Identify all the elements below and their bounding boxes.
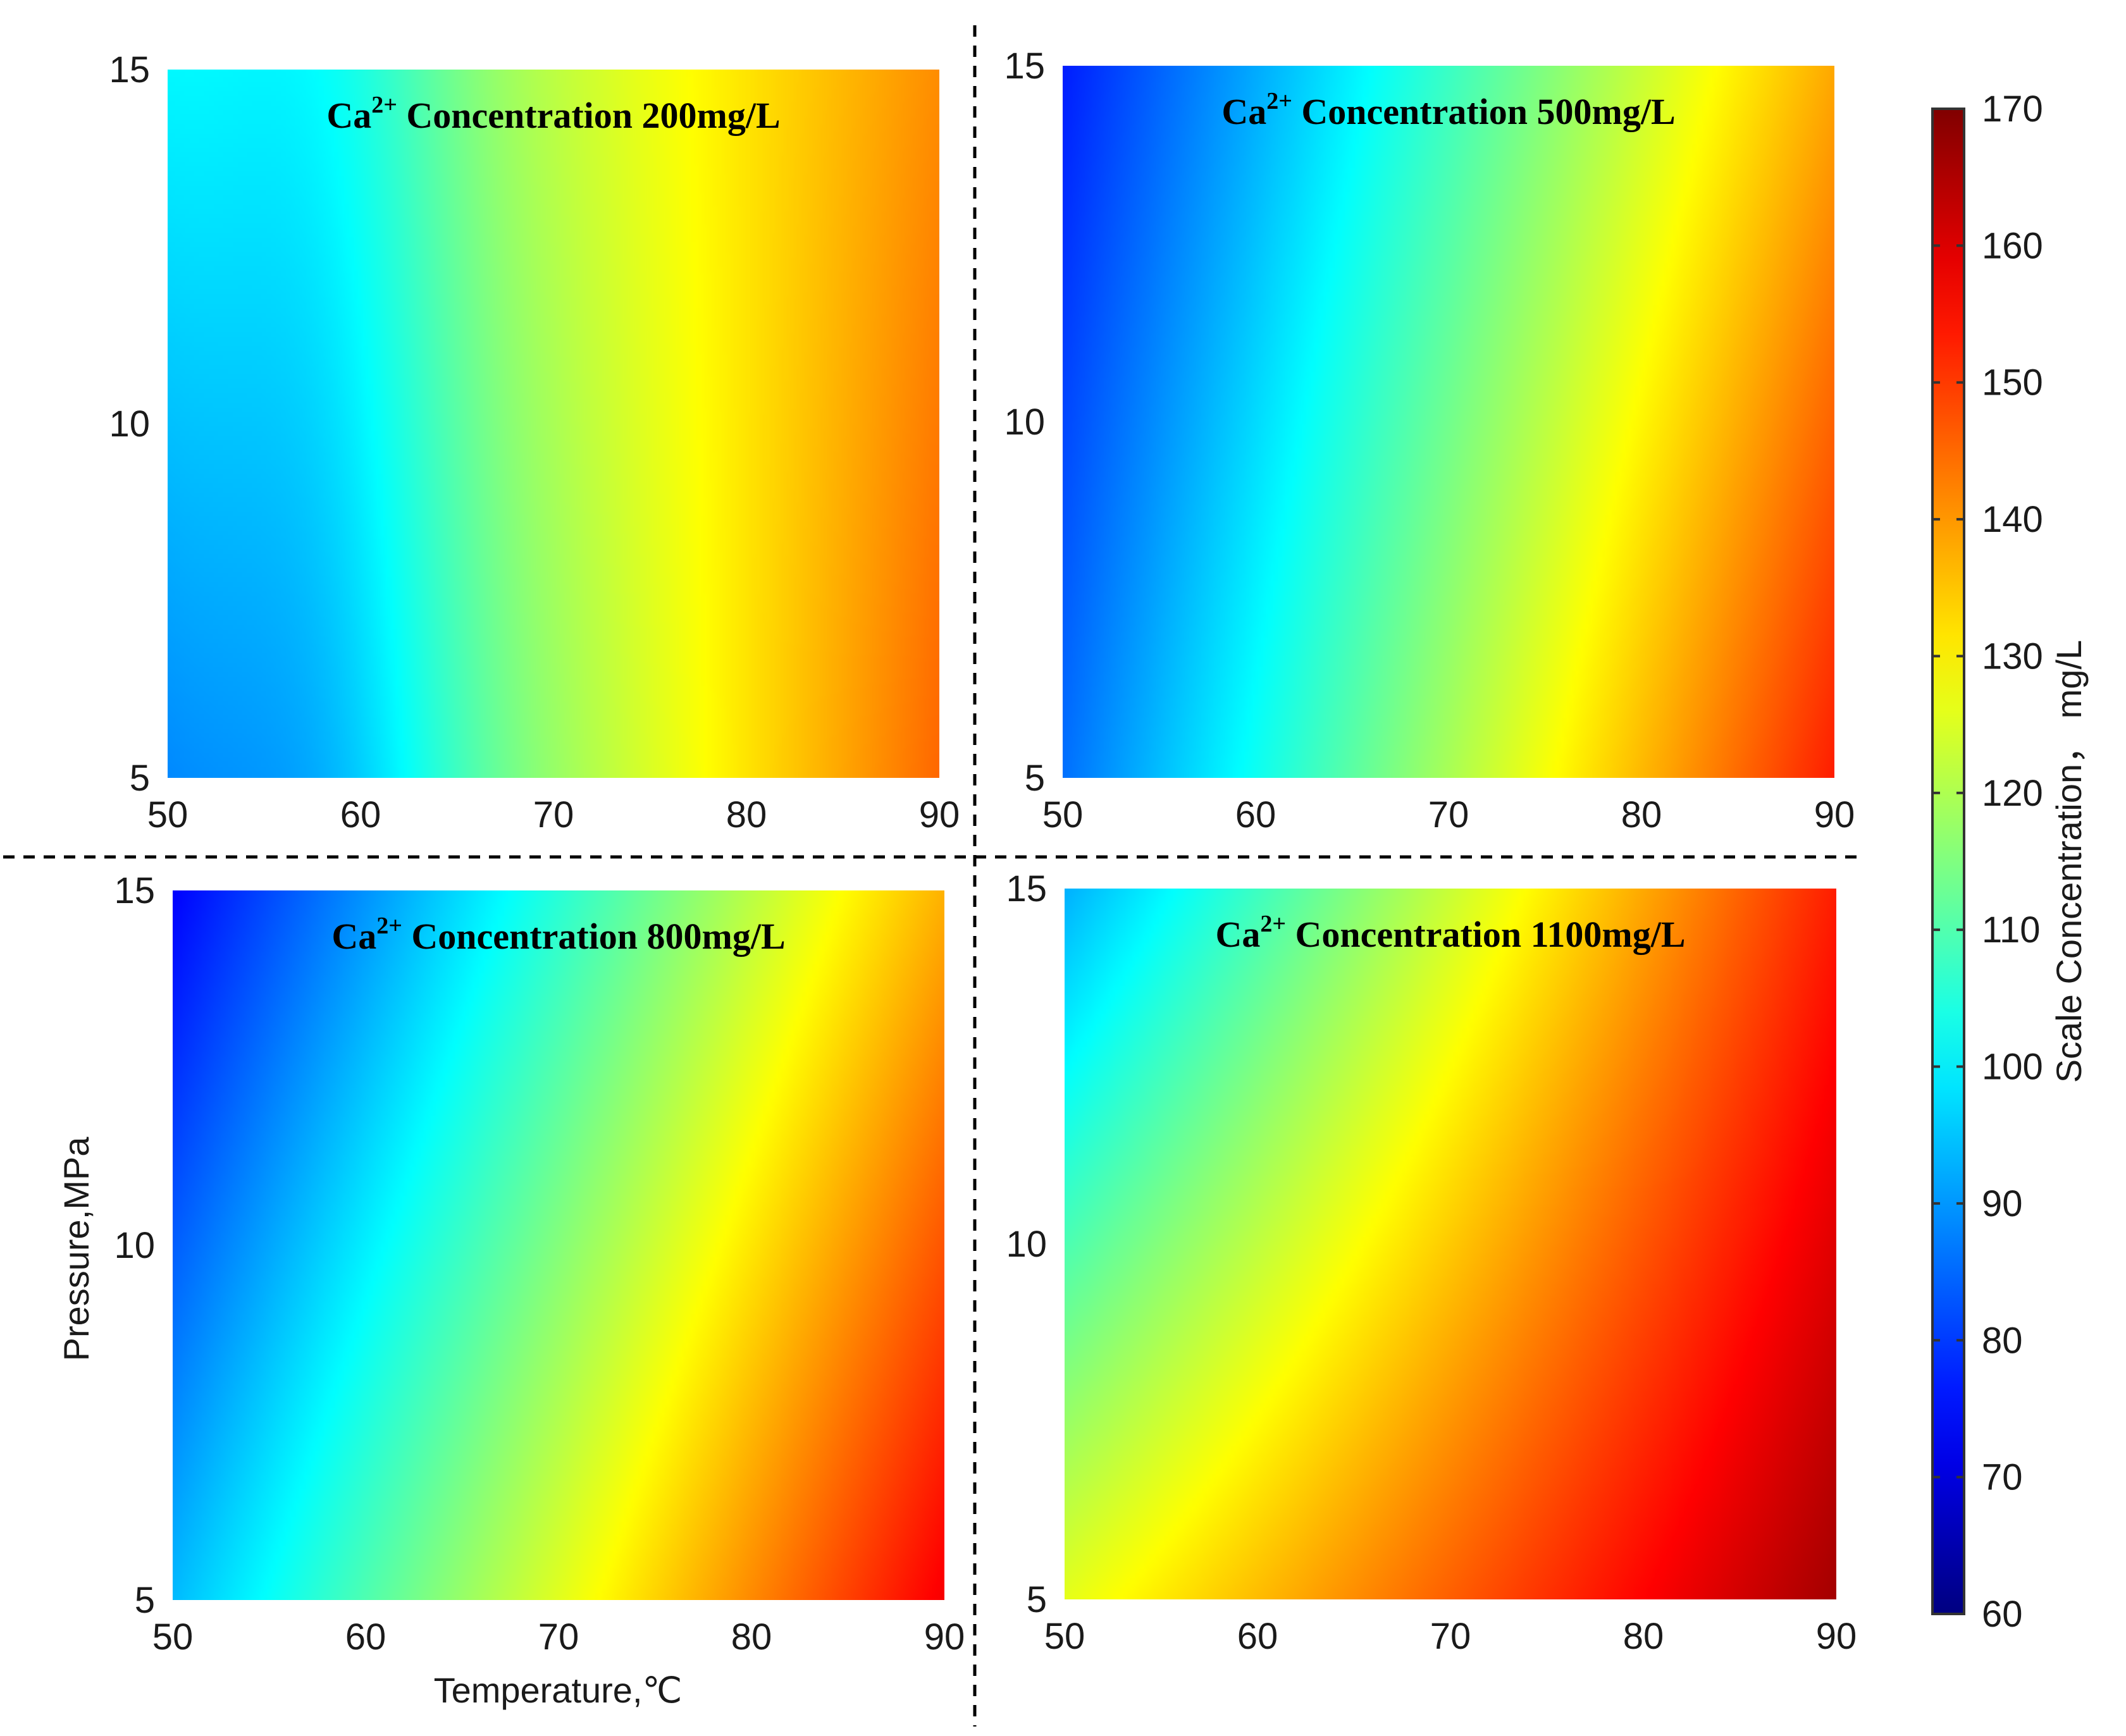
title-rest: Concentration 1100mg/L — [1286, 914, 1686, 955]
title-prefix: Ca — [1221, 91, 1266, 132]
x-tick-label: 90 — [919, 794, 960, 835]
title-prefix: Ca — [326, 95, 371, 136]
y-tick-label: 15 — [114, 870, 155, 911]
panel-200mgL: Ca2+ Concentration 200mg/L 50 60 70 80 90 5 10 1… — [109, 49, 960, 835]
y-axis-title: Pressure,MPa — [56, 1136, 96, 1362]
y-tick-label: 5 — [1027, 1579, 1047, 1620]
y-tick-label: 10 — [1006, 1224, 1047, 1265]
x-tick-label: 80 — [731, 1616, 772, 1658]
title-superscript: 2+ — [1260, 911, 1286, 937]
y-tick-label: 15 — [109, 49, 150, 90]
colorbar-tick-label: 130 — [1982, 636, 2043, 677]
x-tick-label: 60 — [1235, 794, 1276, 835]
y-tick-label: 10 — [114, 1225, 155, 1266]
y-tick-label: 5 — [1025, 758, 1045, 799]
colorbar-label: Scale Concentration， mg/L — [2049, 640, 2089, 1083]
x-tick-label: 90 — [1814, 794, 1855, 835]
x-tick-label: 60 — [345, 1616, 386, 1658]
y-tick-label: 15 — [1004, 46, 1045, 87]
x-tick-label: 70 — [1430, 1616, 1471, 1657]
colorbar-tick-label: 100 — [1982, 1047, 2043, 1088]
title-superscript: 2+ — [376, 913, 402, 939]
y-tick-label: 5 — [135, 1580, 155, 1621]
x-tick-label: 70 — [533, 794, 574, 835]
title-prefix: Ca — [331, 916, 376, 957]
colorbar: 60 70 80 90 100 110 120 130 140 150 160 170 Scale C… — [1931, 89, 2089, 1635]
panel-1100mgL: Ca2+ Concentration 1100mg/L 50 60 70 80 90 5 10… — [1006, 868, 1857, 1657]
panel-title: Ca2+ Concentration 1100mg/L — [1215, 911, 1685, 955]
panel-800mgL: Ca2+ Concentration 800mg/L 50 60 70 80 90 5 10 1… — [114, 870, 965, 1658]
colorbar-tick-label: 120 — [1982, 773, 2043, 814]
x-tick-label: 50 — [1042, 794, 1084, 835]
colorbar-gradient — [1932, 109, 1964, 1614]
x-tick-label: 80 — [726, 794, 767, 835]
x-tick-label: 50 — [147, 794, 188, 835]
colorbar-tick-label: 90 — [1982, 1183, 2023, 1224]
colorbar-tick-label: 140 — [1982, 499, 2043, 540]
heatmap-image — [1065, 889, 1836, 1599]
colorbar-frame — [1931, 108, 1965, 1615]
x-tick-label: 70 — [538, 1616, 579, 1658]
colorbar-tick-label: 60 — [1982, 1594, 2023, 1635]
panel-500mgL: Ca2+ Concentration 500mg/L 50 60 70 80 90 5 10 1… — [1004, 46, 1855, 835]
heatmap-image — [168, 70, 939, 778]
x-axis-title: Temperature,℃ — [434, 1670, 683, 1710]
heatmap-image — [173, 890, 944, 1600]
colorbar-tick-label: 160 — [1982, 225, 2043, 266]
y-tick-label: 5 — [130, 758, 150, 799]
panel-title: Ca2+ Concentration 500mg/L — [1221, 88, 1675, 132]
colorbar-tick-label: 110 — [1982, 909, 2040, 951]
title-prefix: Ca — [1215, 914, 1260, 955]
x-tick-label: 60 — [1237, 1616, 1278, 1657]
panel-title: Ca2+ Concentration 200mg/L — [326, 92, 780, 136]
x-tick-label: 50 — [152, 1616, 194, 1658]
y-tick-label: 15 — [1006, 868, 1047, 909]
heatmap-image — [1063, 66, 1834, 778]
y-tick-label: 10 — [109, 403, 150, 445]
x-tick-label: 90 — [924, 1616, 965, 1658]
x-tick-label: 80 — [1621, 794, 1662, 835]
title-rest: Concentration 500mg/L — [1292, 91, 1676, 132]
x-tick-label: 70 — [1428, 794, 1469, 835]
y-tick-label: 10 — [1004, 402, 1045, 443]
colorbar-tick-label: 70 — [1982, 1457, 2023, 1498]
title-rest: Concentration 800mg/L — [402, 916, 786, 957]
x-tick-label: 50 — [1044, 1616, 1085, 1657]
panel-title: Ca2+ Concentration 800mg/L — [331, 913, 785, 957]
x-tick-label: 60 — [340, 794, 381, 835]
colorbar-tick-label: 170 — [1982, 89, 2043, 130]
colorbar-ticks: 60 70 80 90 100 110 120 130 140 150 160 170 — [1932, 89, 2043, 1635]
title-superscript: 2+ — [1266, 88, 1292, 114]
colorbar-tick-label: 80 — [1982, 1320, 2023, 1361]
colorbar-tick-label: 150 — [1982, 362, 2043, 403]
x-tick-label: 80 — [1623, 1616, 1664, 1657]
title-superscript: 2+ — [371, 92, 397, 118]
title-rest: Concentration 200mg/L — [397, 95, 781, 136]
x-tick-label: 90 — [1816, 1616, 1857, 1657]
